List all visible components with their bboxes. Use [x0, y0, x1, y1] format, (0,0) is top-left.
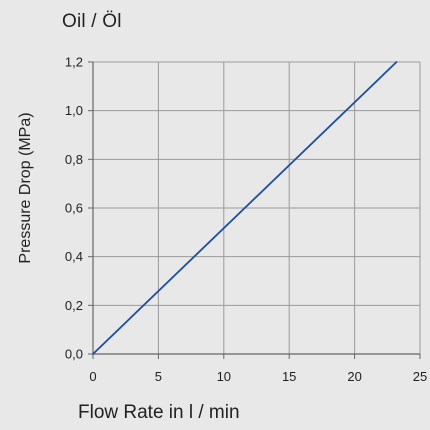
y-tick-label: 0,2	[65, 298, 83, 313]
y-tick-label: 0,4	[65, 249, 83, 264]
y-tick-label: 0,6	[65, 201, 83, 216]
x-tick-label: 25	[413, 369, 427, 384]
series-line	[92, 61, 398, 355]
y-tick-label: 0,8	[65, 152, 83, 167]
x-axis-label: Flow Rate in l / min	[78, 402, 240, 423]
y-tick-label: 1,2	[65, 55, 83, 70]
x-tick-label: 5	[155, 369, 162, 384]
x-tick-label: 15	[282, 369, 296, 384]
x-tick-label: 20	[347, 369, 361, 384]
x-tick-label: 0	[89, 369, 96, 384]
chart-title: Oil / Öl	[62, 11, 122, 32]
y-tick-label: 0,0	[65, 347, 83, 362]
x-tick-label: 10	[217, 369, 231, 384]
y-tick-label: 1,0	[65, 103, 83, 118]
